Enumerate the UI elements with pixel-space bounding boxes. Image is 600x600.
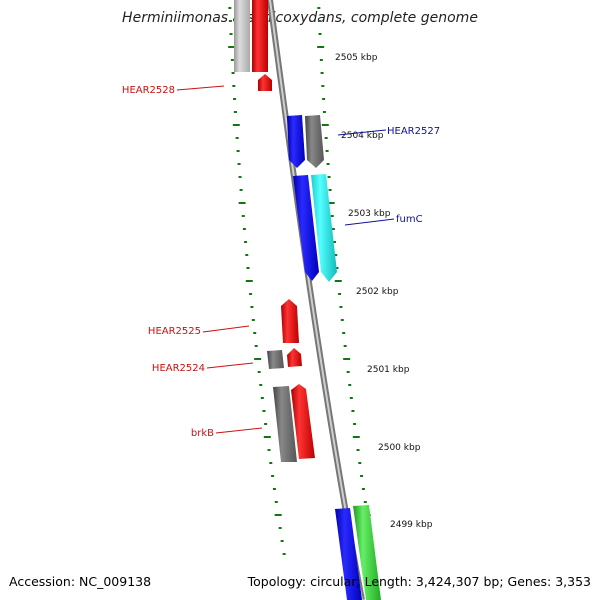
gene-blue-fumC <box>293 175 319 281</box>
leader-fumC <box>344 218 395 226</box>
kbp-label-2504: 2504 kbp <box>341 131 384 141</box>
gene-label-HEAR2525: HEAR2525 <box>148 326 201 337</box>
forward-strand-genes <box>287 115 381 600</box>
gene-gray-brkB-left <box>273 386 297 462</box>
genome-summary-text: Topology: circular; Length: 3,424,307 bp… <box>247 574 591 589</box>
kbp-label-2500: 2500 kbp <box>378 443 421 453</box>
leader-HEAR2527 <box>337 129 387 136</box>
leader-HEAR2524 <box>206 362 254 369</box>
gene-blue-bottom <box>335 508 362 600</box>
leader-HEAR2528 <box>176 85 225 91</box>
gene-label-brkB: brkB <box>191 428 214 439</box>
kbp-label-2502: 2502 kbp <box>356 287 399 297</box>
gene-label-HEAR2527: HEAR2527 <box>387 126 440 137</box>
outer-tick-track <box>317 7 375 555</box>
leader-brkB <box>215 427 263 434</box>
inner-tick-track <box>228 7 286 555</box>
gene-brkB <box>291 384 315 459</box>
kbp-label-2499: 2499 kbp <box>390 520 433 530</box>
kbp-tick-labels: 2505 kbp 2504 kbp 2503 kbp 2502 kbp 2501… <box>335 53 433 530</box>
gene-label-HEAR2528: HEAR2528 <box>122 85 175 96</box>
gene-label-leaders <box>176 85 395 434</box>
gene-HEAR2524 <box>287 348 302 367</box>
gene-HEAR2528 <box>258 74 272 91</box>
gene-red-top <box>252 0 268 72</box>
reverse-strand-genes <box>234 0 315 462</box>
gene-lightgray-top <box>234 0 250 72</box>
gene-green-bottom <box>353 505 381 600</box>
kbp-label-2503: 2503 kbp <box>348 209 391 219</box>
gene-labels: HEAR2528 HEAR2527 fumC HEAR2525 HEAR2524… <box>122 85 440 439</box>
gene-gray-HEAR2527 <box>305 115 324 168</box>
kbp-label-2505: 2505 kbp <box>335 53 378 63</box>
kbp-label-2501: 2501 kbp <box>367 365 410 375</box>
gene-blue-HEAR2527 <box>287 115 305 168</box>
gene-label-fumC: fumC <box>396 214 423 225</box>
page-title: Herminiimonas arsenicoxydans, complete g… <box>122 10 478 26</box>
gene-fumC <box>311 174 337 282</box>
gene-gray-small <box>267 350 284 369</box>
gene-label-HEAR2524: HEAR2524 <box>152 363 205 374</box>
gene-HEAR2525 <box>281 299 299 343</box>
accession-text: Accession: NC_009138 <box>9 574 152 589</box>
leader-HEAR2525 <box>202 325 250 333</box>
